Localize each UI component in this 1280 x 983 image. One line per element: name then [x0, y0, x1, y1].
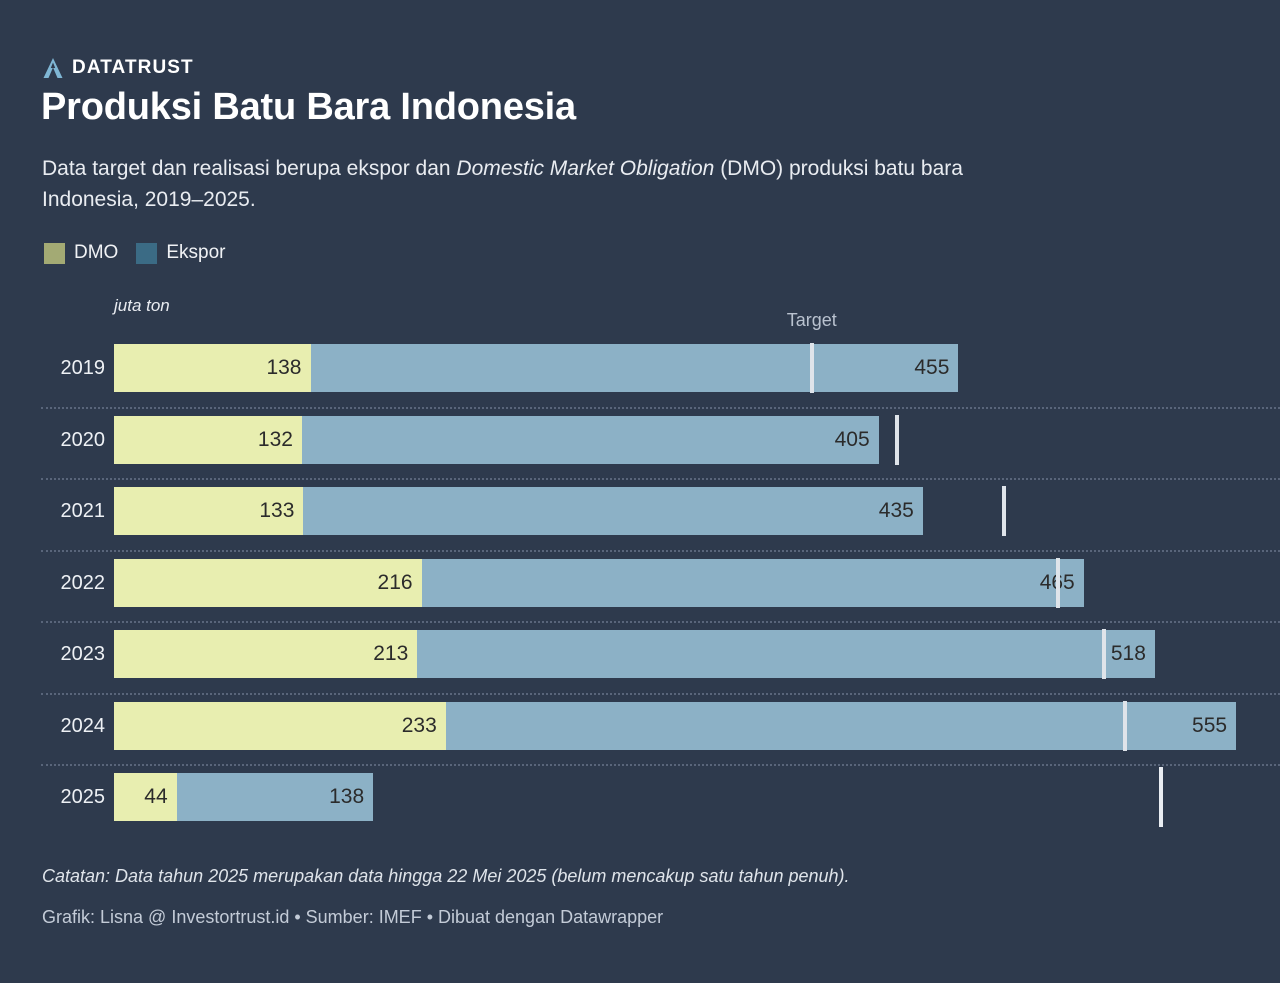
bar-value-dmo: 44	[144, 785, 168, 808]
chart-legend: DMO Ekspor	[44, 242, 225, 264]
bar-segment-dmo[interactable]: 133	[114, 487, 304, 535]
bar-value-ekspor: 518	[1110, 642, 1146, 665]
legend-item-dmo[interactable]: DMO	[44, 242, 118, 264]
bar-area: 216 465	[114, 557, 1280, 608]
bar-value-ekspor: 455	[914, 356, 950, 379]
bar-segment-dmo[interactable]: 138	[114, 344, 311, 392]
bar-segment-dmo[interactable]: 132	[114, 415, 302, 464]
bar-value-dmo: 213	[373, 642, 409, 665]
target-marker	[1056, 557, 1061, 608]
page-title: Produksi Batu Bara Indonesia	[41, 86, 576, 128]
bar-segment-ekspor[interactable]: 455	[310, 344, 959, 392]
target-marker	[809, 343, 814, 393]
target-marker	[1101, 629, 1106, 679]
bar-area: 138 455	[114, 343, 1280, 393]
legend-item-ekspor[interactable]: Ekspor	[136, 242, 225, 264]
row-separator	[41, 406, 1280, 409]
chart-plot-area: juta ton Target 2019 138 455 2020 132 405 2021…	[0, 296, 1280, 844]
triangle-a-logo-icon	[42, 57, 64, 79]
bar-segment-dmo[interactable]: 44	[114, 773, 177, 821]
stacked-bar[interactable]: 233 555	[114, 701, 1237, 750]
chart-row[interactable]: 2019 138 455	[0, 335, 1280, 407]
bar-segment-ekspor[interactable]: 435	[303, 487, 923, 535]
bar-segment-ekspor[interactable]: 518	[417, 630, 1155, 678]
legend-swatch-dmo	[44, 242, 65, 264]
row-separator	[41, 549, 1280, 552]
row-separator	[41, 692, 1280, 695]
subtitle-emphasis: Domestic Market Obligation	[456, 157, 715, 180]
legend-label: DMO	[74, 242, 119, 263]
target-marker	[1123, 700, 1128, 751]
page-subtitle: Data target dan realisasi berupa ekspor …	[42, 153, 1022, 215]
legend-label: Ekspor	[166, 242, 226, 263]
row-label-year: 2022	[60, 571, 106, 594]
chart-credit: Grafik: Lisna @ Investortrust.id • Sumbe…	[42, 907, 664, 927]
bar-value-dmo: 138	[266, 356, 302, 379]
bar-value-ekspor: 405	[834, 427, 870, 451]
bar-segment-ekspor[interactable]: 138	[176, 773, 374, 821]
stacked-bar[interactable]: 138 455	[114, 344, 959, 392]
stacked-bar[interactable]: 132 405	[114, 415, 879, 464]
bar-value-ekspor: 138	[329, 785, 365, 808]
chart-row[interactable]: 2025 44 138	[0, 764, 1280, 836]
subtitle-text-tail: (DMO) produksi batu bara Indonesia, 2019…	[42, 157, 963, 211]
chart-row[interactable]: 2023 213 518	[0, 621, 1280, 693]
target-marker	[895, 414, 900, 465]
target-marker	[1002, 486, 1006, 536]
row-label-year: 2025	[60, 786, 106, 808]
bar-value-dmo: 133	[259, 499, 295, 522]
bar-value-dmo: 216	[377, 570, 413, 594]
chart-row[interactable]: 2020 132 405	[0, 406, 1280, 479]
row-separator	[41, 764, 1280, 766]
row-separator	[41, 478, 1280, 480]
row-label-year: 2020	[60, 428, 106, 451]
stacked-bar[interactable]: 216 465	[114, 558, 1084, 607]
chart-note: Catatan: Data tahun 2025 merupakan data …	[42, 866, 850, 886]
row-label-year: 2019	[60, 357, 106, 379]
bar-value-ekspor: 555	[1192, 713, 1228, 737]
bar-segment-ekspor[interactable]: 555	[445, 701, 1237, 750]
stacked-bar[interactable]: 44 138	[114, 773, 374, 821]
axis-unit-label: juta ton	[114, 296, 170, 315]
bar-value-ekspor: 435	[878, 499, 914, 522]
bar-segment-ekspor[interactable]: 405	[301, 415, 879, 464]
bar-area: 213 518	[114, 629, 1280, 679]
bar-value-dmo: 233	[401, 713, 437, 737]
bar-segment-dmo[interactable]: 233	[114, 701, 446, 750]
bar-segment-dmo[interactable]: 216	[114, 558, 422, 607]
stacked-bar[interactable]: 133 435	[114, 487, 923, 535]
row-separator	[41, 621, 1280, 623]
bar-segment-ekspor[interactable]: 465	[421, 558, 1084, 607]
bar-value-dmo: 132	[257, 427, 293, 451]
brand-lockup: DATATRUST	[42, 57, 194, 79]
bar-area: 132 405	[114, 414, 1280, 465]
target-annotation-label: Target	[786, 310, 837, 330]
row-label-year: 2023	[60, 643, 106, 665]
chart-row[interactable]: 2024 233 555	[0, 692, 1280, 765]
brand-name: DATATRUST	[72, 57, 194, 78]
chart-rows: 2019 138 455 2020 132 405 2021 133 435 2022 216 465…	[0, 335, 1280, 836]
row-label-year: 2021	[60, 500, 106, 522]
target-marker	[1158, 767, 1163, 827]
bar-area: 233 555	[114, 700, 1280, 751]
stacked-bar[interactable]: 213 518	[114, 630, 1155, 678]
chart-row[interactable]: 2021 133 435	[0, 478, 1280, 550]
bar-value-ekspor: 465	[1040, 571, 1084, 595]
bar-segment-dmo[interactable]: 213	[114, 630, 418, 678]
chart-row[interactable]: 2022 216 465	[0, 549, 1280, 622]
bar-area: 44 138	[114, 767, 1280, 827]
legend-swatch-ekspor	[136, 242, 158, 264]
row-label-year: 2024	[60, 714, 106, 737]
bar-area: 133 435	[114, 486, 1280, 536]
subtitle-text-lead: Data target dan realisasi berupa ekspor …	[42, 157, 457, 180]
